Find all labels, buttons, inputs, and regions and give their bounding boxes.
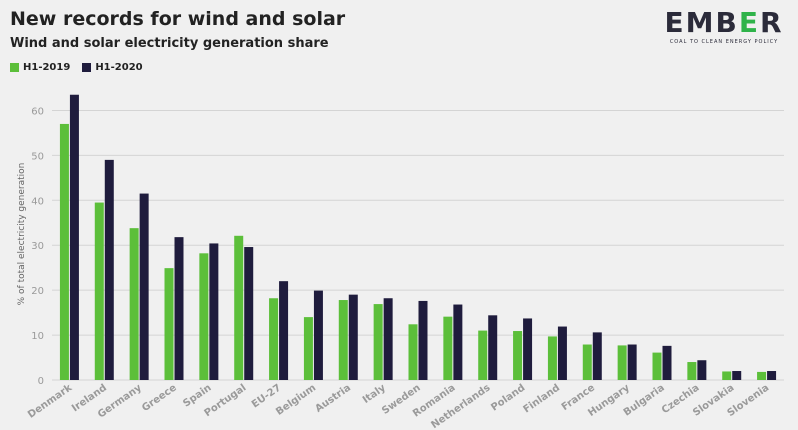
bar-h1-2020 bbox=[348, 294, 358, 380]
bar-h1-2019 bbox=[722, 371, 732, 380]
x-tick-label: Austria bbox=[313, 382, 353, 414]
x-tick-label: Finland bbox=[522, 382, 563, 415]
y-tick-label: 30 bbox=[31, 241, 44, 252]
bar-h1-2019 bbox=[164, 268, 174, 380]
y-tick-label: 20 bbox=[31, 286, 44, 297]
logo-text-accent: E bbox=[738, 6, 760, 39]
logo-text-1: EMB bbox=[664, 6, 739, 39]
bar-h1-2020 bbox=[313, 290, 323, 380]
x-tick-label: Greece bbox=[140, 382, 179, 414]
bar-h1-2020 bbox=[174, 237, 184, 380]
bar-h1-2019 bbox=[757, 371, 767, 380]
legend-label-2019: H1-2019 bbox=[23, 62, 71, 73]
legend-item-2019: H1-2019 bbox=[10, 62, 70, 73]
y-tick-label: 60 bbox=[31, 106, 44, 117]
x-tick-label: Netherlands bbox=[429, 382, 492, 430]
bar-h1-2019 bbox=[408, 324, 418, 380]
bar-h1-2019 bbox=[129, 228, 139, 380]
y-tick-label: 50 bbox=[31, 151, 44, 162]
legend: H1-2019 H1-2020 bbox=[10, 62, 143, 73]
logo-text-2: R bbox=[759, 6, 784, 39]
bar-h1-2019 bbox=[199, 253, 209, 380]
bar-h1-2020 bbox=[453, 304, 463, 380]
logo-tagline: COAL TO CLEAN ENERGY POLICY bbox=[669, 39, 779, 45]
bar-h1-2020 bbox=[732, 371, 742, 380]
chart-title: New records for wind and solar bbox=[10, 8, 346, 30]
bar-h1-2019 bbox=[582, 344, 592, 380]
y-axis-label: % of total electricity generation bbox=[17, 163, 27, 306]
bar-h1-2020 bbox=[767, 371, 777, 380]
bar-h1-2020 bbox=[279, 281, 289, 380]
y-tick-label: 40 bbox=[31, 196, 44, 207]
bar-h1-2019 bbox=[338, 300, 348, 380]
bar-h1-2020 bbox=[662, 345, 672, 380]
chart-subtitle: Wind and solar electricity generation sh… bbox=[10, 36, 329, 51]
bar-h1-2019 bbox=[59, 123, 69, 380]
legend-item-2020: H1-2020 bbox=[82, 62, 143, 73]
x-tick-label: Italy bbox=[361, 382, 388, 406]
bar-h1-2020 bbox=[557, 326, 567, 380]
bar-h1-2020 bbox=[139, 193, 149, 380]
bar-h1-2020 bbox=[523, 318, 533, 380]
bar-h1-2020 bbox=[627, 344, 637, 380]
bar-h1-2020 bbox=[488, 315, 498, 380]
x-tick-label: Belgium bbox=[274, 382, 318, 417]
bar-h1-2020 bbox=[418, 300, 428, 380]
bar-h1-2019 bbox=[617, 345, 627, 380]
bar-h1-2019 bbox=[303, 317, 313, 380]
bar-h1-2020 bbox=[697, 360, 707, 380]
bar-h1-2020 bbox=[209, 243, 219, 380]
bar-h1-2020 bbox=[383, 298, 393, 380]
bar-h1-2020 bbox=[592, 332, 602, 380]
logo-wordmark: EMBER bbox=[664, 8, 784, 38]
bar-h1-2019 bbox=[652, 352, 662, 380]
bar-h1-2019 bbox=[234, 235, 244, 380]
bar-h1-2019 bbox=[94, 202, 104, 380]
bar-h1-2020 bbox=[104, 159, 114, 380]
y-tick-label: 10 bbox=[31, 331, 44, 342]
bar-h1-2019 bbox=[513, 331, 523, 380]
bar-h1-2020 bbox=[244, 247, 254, 380]
bar-h1-2019 bbox=[269, 298, 279, 380]
bar-h1-2019 bbox=[478, 330, 488, 380]
legend-swatch-2019 bbox=[10, 63, 19, 72]
x-tick-label: Poland bbox=[489, 382, 527, 413]
legend-swatch-2020 bbox=[82, 63, 92, 72]
ember-logo: EMBER COAL TO CLEAN ENERGY POLICY bbox=[664, 8, 784, 46]
x-tick-label: Denmark bbox=[26, 382, 74, 420]
bar-h1-2019 bbox=[687, 362, 697, 380]
bar-h1-2019 bbox=[373, 304, 383, 380]
legend-label-2020: H1-2020 bbox=[95, 62, 143, 73]
bar-h1-2019 bbox=[547, 336, 557, 380]
bar-h1-2019 bbox=[443, 316, 453, 380]
bar-h1-2020 bbox=[69, 94, 79, 380]
y-tick-label: 0 bbox=[38, 376, 44, 387]
